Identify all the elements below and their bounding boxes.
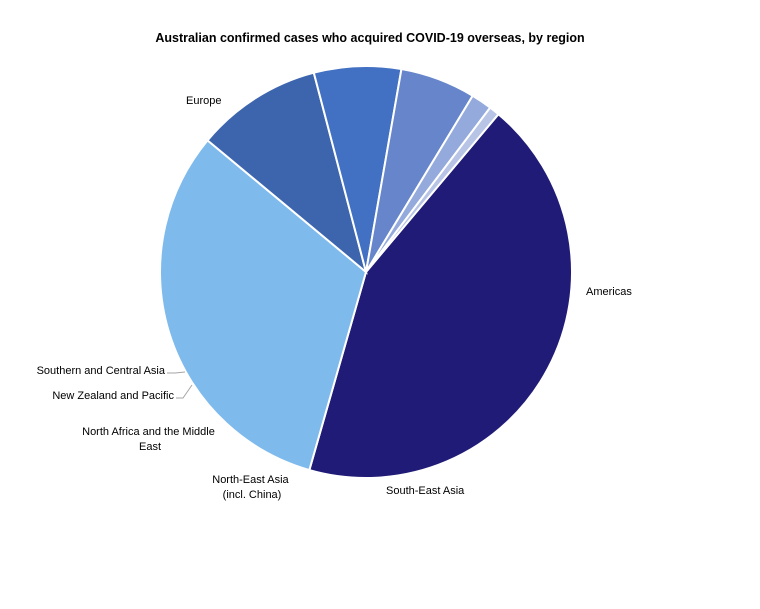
label-north-africa-middle-east: North Africa and the Middle East [82, 426, 218, 453]
leader-new-zealand-pacific [176, 384, 193, 399]
pie-slices [159, 65, 574, 479]
label-southern-central-asia: Southern and Central Asia [37, 365, 166, 377]
label-americas: Americas [586, 286, 632, 298]
leader-southern-central-asia [167, 371, 186, 374]
label-north-east-asia: North-East Asia (incl. China) [212, 474, 291, 501]
pie-labels: Europe Americas South-East Asia North-Ea… [37, 95, 633, 501]
pie-slice-southern-and-central-asia [365, 106, 500, 273]
label-south-east-asia: South-East Asia [386, 485, 465, 497]
label-europe: Europe [186, 95, 221, 107]
pie-slice-americas [159, 138, 368, 472]
chart-title: Australian confirmed cases who acquired … [155, 31, 585, 45]
pie-slice-europe [308, 112, 574, 479]
label-new-zealand-pacific: New Zealand and Pacific [52, 390, 174, 402]
